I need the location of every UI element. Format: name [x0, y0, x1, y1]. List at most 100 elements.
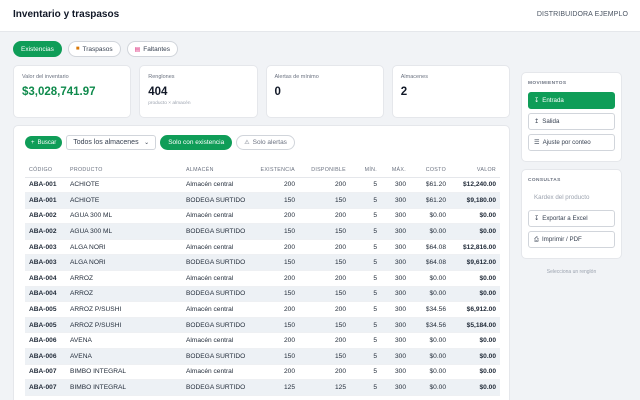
cell-valor: $0.00	[446, 332, 500, 350]
cell-costo: $64.08	[406, 254, 446, 272]
card-label: Renglones	[148, 74, 175, 80]
cell-disponible: 150	[295, 223, 346, 240]
inventory-panel: + Buscar Todos los almacenes ⌄ Solo con …	[13, 125, 510, 400]
cell-valor: $0.00	[446, 208, 500, 225]
cell-almacen: Almacén central	[186, 301, 258, 318]
col-valor[interactable]: VALOR	[446, 164, 500, 178]
alerts-only-filter[interactable]: ⚠ Solo alertas	[236, 135, 295, 150]
table-row[interactable]: ABA-005 ARROZ P/SUSHI Almacén central 200 20…	[25, 301, 500, 318]
cell-disponible: 200	[295, 332, 346, 350]
cell-min: 5	[346, 317, 377, 334]
cell-almacen: Almacén central	[186, 177, 258, 194]
table-row[interactable]: ABA-006 AVENA BODEGA SURTIDO 150 150 5 300 $0.0…	[25, 348, 500, 365]
card-value: 2	[400, 86, 408, 98]
kardex-button[interactable]: Kardex del producto	[528, 189, 615, 206]
cell-almacen: BODEGA SURTIDO	[186, 286, 258, 303]
cell-disponible: 150	[295, 286, 346, 303]
queries-card: CONSULTAS Kardex del producto ↧ Exportar…	[521, 169, 622, 259]
cell-disponible: 150	[295, 254, 346, 272]
cell-disponible: 150	[295, 348, 346, 365]
table-row[interactable]: ABA-002 AGUA 300 ML BODEGA SURTIDO 150 150 5 3…	[25, 223, 500, 240]
cell-valor: $9,180.00	[446, 192, 500, 209]
cell-almacen: BODEGA SURTIDO	[186, 348, 258, 365]
cell-existencia: 200	[258, 270, 295, 287]
cell-valor: $0.00	[446, 379, 500, 396]
cell-almacen: Almacén central	[186, 364, 258, 381]
table-row[interactable]: ABA-002 AGUA 300 ML Almacén central 200 200 5…	[25, 208, 500, 225]
cell-min: 5	[346, 223, 377, 240]
table-row[interactable]: ABA-001 ACHIOTE BODEGA SURTIDO 150 150 5 300 $6…	[25, 192, 500, 209]
cell-max: 300	[377, 177, 406, 194]
col-costo[interactable]: COSTO	[406, 164, 446, 178]
cell-min: 5	[346, 177, 377, 194]
cell-existencia: 200	[258, 177, 295, 194]
cell-producto: ALGA NORI	[70, 239, 186, 256]
table-row[interactable]: ABA-003 ALGA NORI Almacén central 200 200 5 30…	[25, 239, 500, 256]
salida-button[interactable]: ↥ Salida	[528, 113, 615, 130]
card-subtitle: producto × almacén	[148, 101, 191, 106]
cell-codigo: ABA-001	[25, 192, 70, 209]
ajuste-label: Ajuste por conteo	[542, 139, 591, 146]
cell-valor: $0.00	[446, 286, 500, 303]
col-disponible[interactable]: DISPONIBLE	[295, 164, 346, 178]
table-row[interactable]: ABA-007 BIMBO INTEGRAL Almacén central 200 2…	[25, 364, 500, 381]
cell-almacen: Almacén central	[186, 332, 258, 350]
list-icon: ▤	[134, 46, 141, 53]
summary-cards: Valor del inventario $3,028,741.97 Rengl…	[13, 65, 510, 118]
table-row[interactable]: ABA-004 ARROZ BODEGA SURTIDO 150 150 5 300 $0.0…	[25, 286, 500, 303]
cell-costo: $0.00	[406, 208, 446, 225]
export-excel-button[interactable]: ↧ Exportar a Excel	[528, 210, 615, 227]
cell-min: 5	[346, 364, 377, 381]
cell-min: 5	[346, 332, 377, 350]
ajuste-button[interactable]: ☰ Ajuste por conteo	[528, 134, 615, 151]
card-label: Alertas de mínimo	[274, 74, 319, 80]
cell-producto: ARROZ P/SUSHI	[70, 301, 186, 318]
table-row[interactable]: ABA-005 ARROZ P/SUSHI BODEGA SURTIDO 150 150…	[25, 317, 500, 334]
cell-valor: $12,816.00	[446, 239, 500, 256]
cell-disponible: 200	[295, 239, 346, 256]
table-row[interactable]: ABA-007 BIMBO INTEGRAL BODEGA SURTIDO 125 12…	[25, 379, 500, 396]
warehouse-select[interactable]: Todos los almacenes ⌄	[66, 135, 157, 150]
col-min[interactable]: MÍN.	[346, 164, 377, 178]
table-row[interactable]: ABA-006 AVENA Almacén central 200 200 5 300 $0.…	[25, 332, 500, 350]
cell-codigo: ABA-002	[25, 208, 70, 225]
col-existencia[interactable]: EXISTENCIA	[258, 164, 295, 178]
print-pdf-button[interactable]: ⎙ Imprimir / PDF	[528, 231, 615, 248]
table-row[interactable]: ABA-001 ACHIOTE Almacén central 200 200 5 300 $…	[25, 177, 500, 194]
tab-existencias[interactable]: Existencias	[13, 41, 62, 57]
cell-almacen: Almacén central	[186, 270, 258, 287]
tab-traspasos[interactable]: ■ Traspasos	[67, 41, 121, 57]
cell-valor: $12,240.00	[446, 177, 500, 194]
with-stock-filter[interactable]: Solo con existencia	[160, 135, 233, 150]
cell-min: 5	[346, 348, 377, 365]
col-almacen[interactable]: ALMACÉN	[186, 164, 258, 178]
actions-sidebar: MOVIMIENTOS ↧ Entrada ↥ Salida ☰ Ajuste …	[521, 72, 622, 275]
cell-producto: ARROZ	[70, 286, 186, 303]
cell-max: 300	[377, 208, 406, 225]
plus-icon: +	[31, 139, 35, 146]
cell-producto: ALGA NORI	[70, 254, 186, 272]
card-label: Valor del inventario	[22, 74, 69, 80]
cell-costo: $0.00	[406, 286, 446, 303]
kardex-label: Kardex del producto	[534, 194, 590, 201]
cell-max: 300	[377, 364, 406, 381]
cell-almacen: BODEGA SURTIDO	[186, 223, 258, 240]
cell-max: 300	[377, 223, 406, 240]
search-button[interactable]: + Buscar	[25, 136, 63, 149]
cell-existencia: 150	[258, 348, 295, 365]
warning-icon: ⚠	[244, 140, 250, 146]
table-row[interactable]: ABA-004 ARROZ Almacén central 200 200 5 300 $0.…	[25, 270, 500, 287]
col-producto[interactable]: PRODUCTO	[70, 164, 186, 178]
filter-bar: + Buscar Todos los almacenes ⌄ Solo con …	[25, 135, 295, 150]
inventory-table: CÓDIGO PRODUCTO ALMACÉN EXISTENCIA DISPO…	[25, 164, 500, 396]
cell-almacen: BODEGA SURTIDO	[186, 192, 258, 209]
entrada-button[interactable]: ↧ Entrada	[528, 92, 615, 109]
col-codigo[interactable]: CÓDIGO	[25, 164, 70, 178]
export-excel-label: Exportar a Excel	[542, 215, 588, 222]
table-row[interactable]: ABA-003 ALGA NORI BODEGA SURTIDO 150 150 5 300…	[25, 254, 500, 272]
tab-faltantes[interactable]: ▤ Faltantes	[126, 41, 179, 57]
company-name[interactable]: DISTRIBUIDORA EJEMPLO	[536, 11, 628, 18]
warehouse-select-value: Todos los almacenes	[73, 139, 139, 146]
cell-max: 300	[377, 332, 406, 350]
col-max[interactable]: MÁX.	[377, 164, 406, 178]
